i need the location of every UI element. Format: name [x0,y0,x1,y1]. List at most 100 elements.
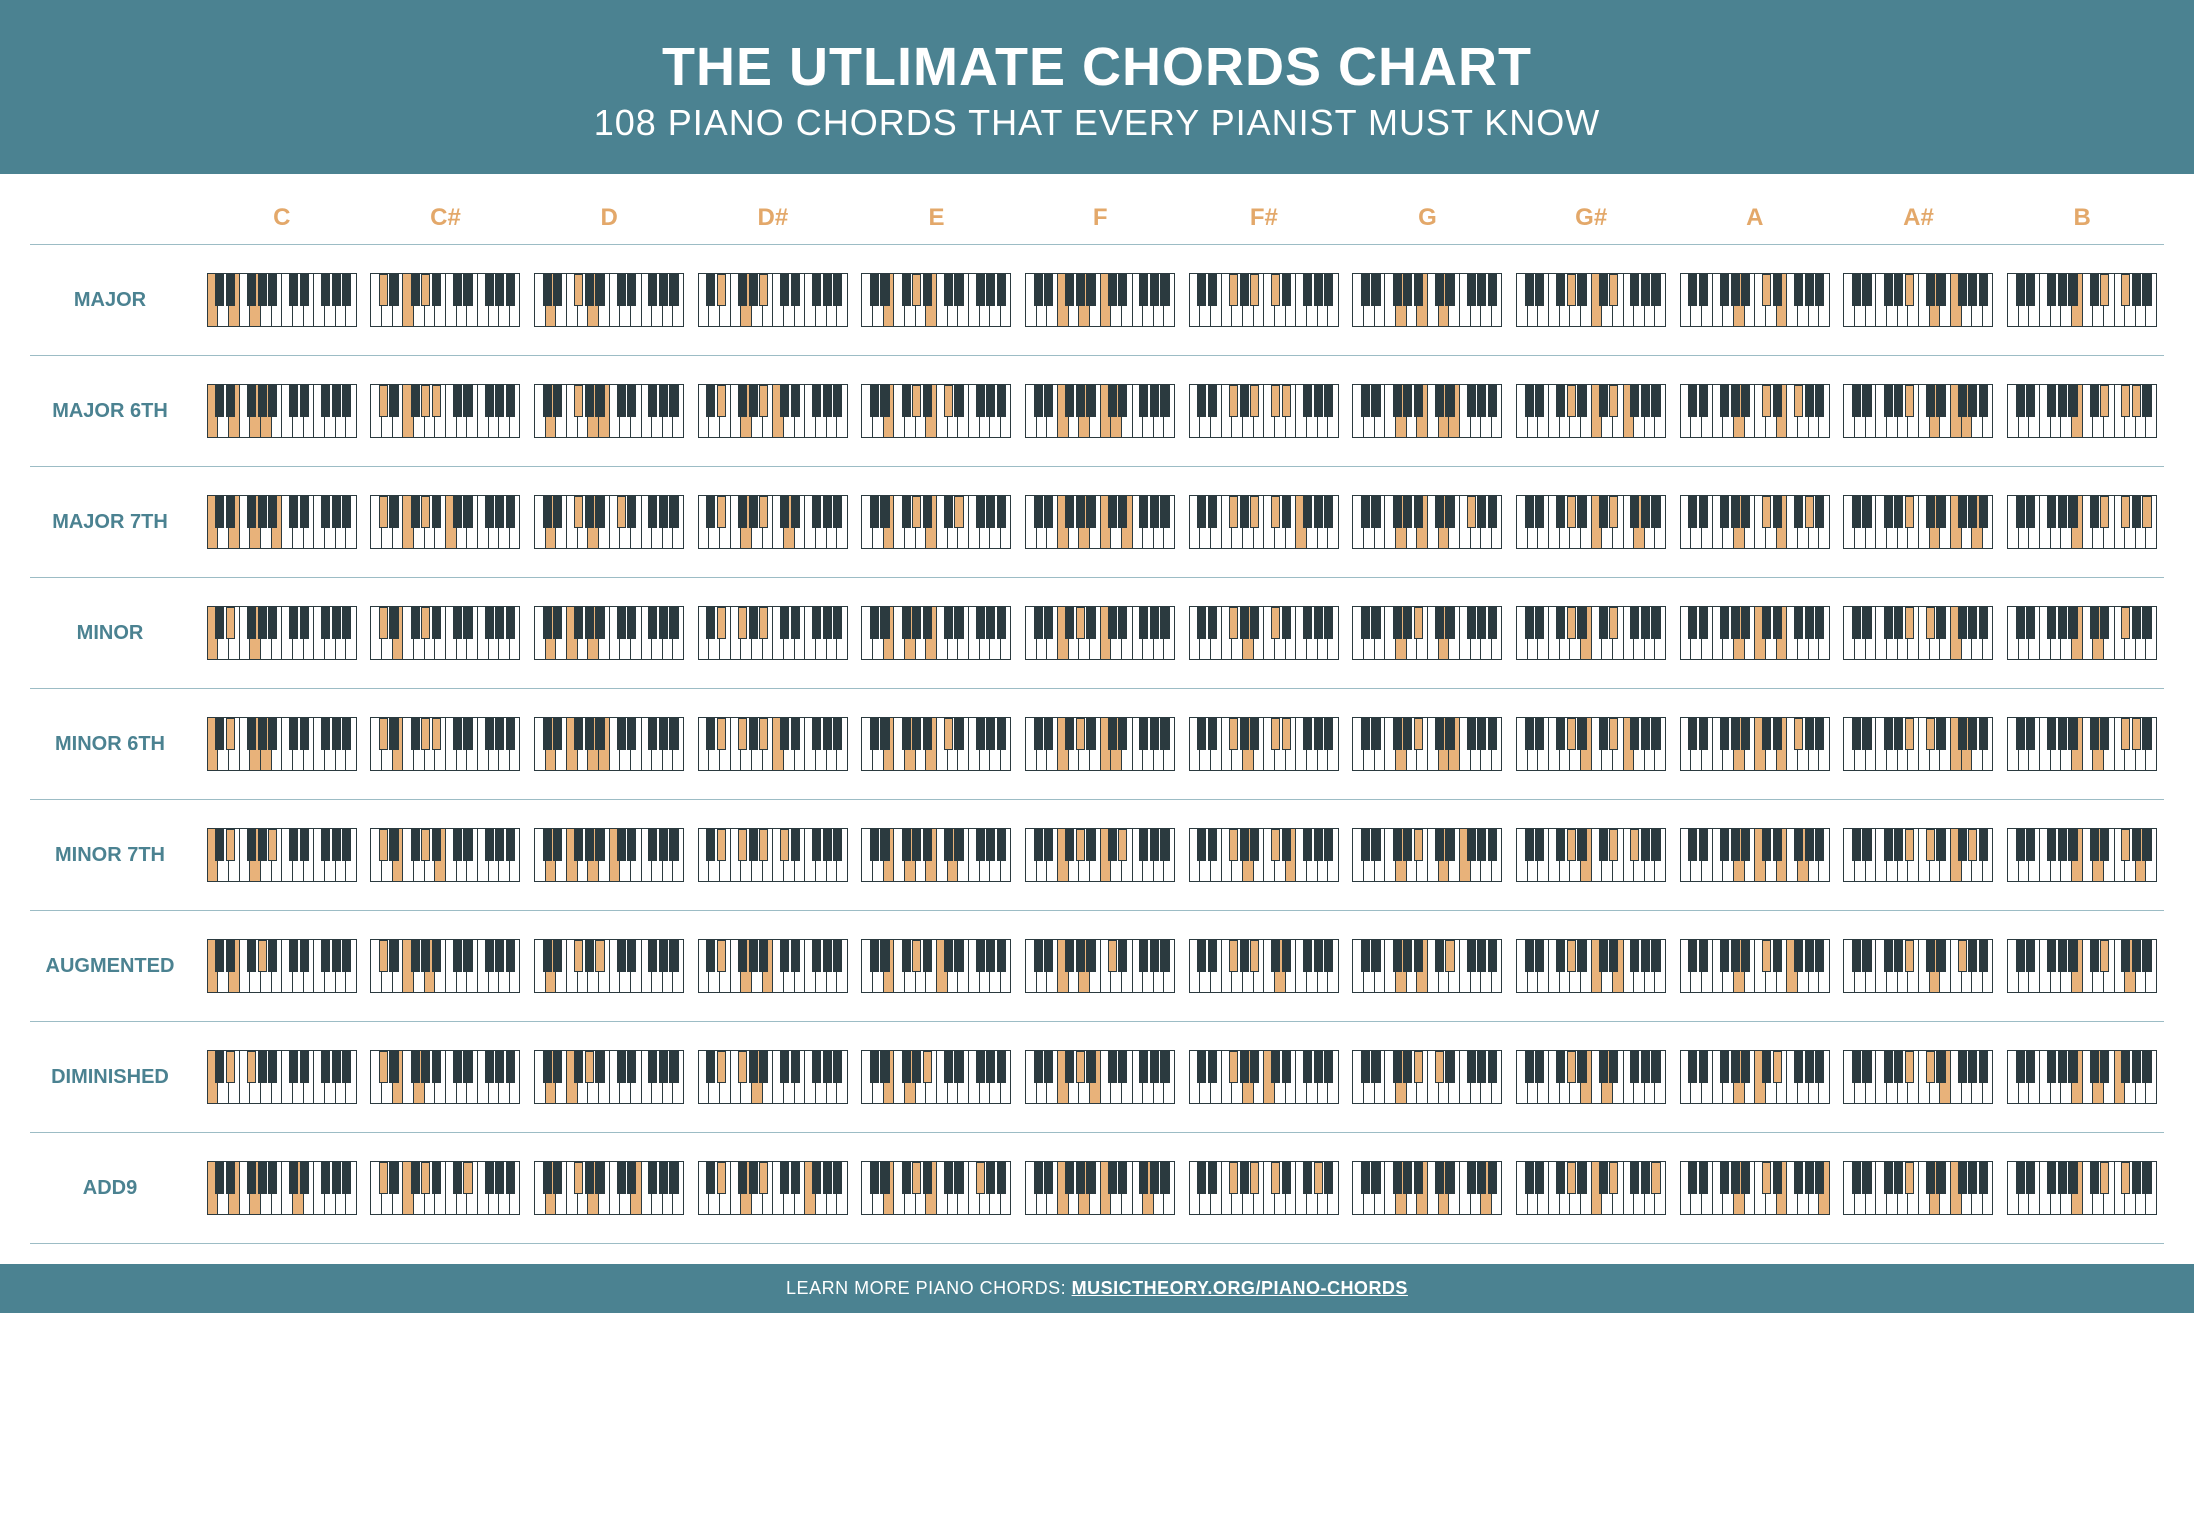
black-key [268,940,277,972]
black-key [411,274,420,306]
black-key [1282,718,1291,750]
black-key [1150,829,1159,861]
black-key [268,385,277,417]
black-key [495,718,504,750]
black-key [1525,1162,1534,1194]
black-key [258,274,267,306]
black-key [738,385,747,417]
black-key [1076,1162,1085,1194]
black-key [1488,274,1497,306]
chord-cell [527,1050,691,1104]
black-key [976,829,985,861]
black-key [1414,1051,1423,1083]
black-key [1160,718,1169,750]
black-key [1467,607,1476,639]
black-key [2016,940,2025,972]
black-key [1968,1051,1977,1083]
black-key [1794,940,1803,972]
column-header: D [527,204,691,232]
black-key [1271,607,1280,639]
piano-keyboard [698,717,848,771]
black-key [1240,274,1249,306]
black-key [1477,1162,1486,1194]
black-key [463,829,472,861]
black-key [1936,385,1945,417]
black-key [1805,940,1814,972]
chord-cell [1182,273,1346,327]
black-key [1118,940,1127,972]
black-key [226,496,235,528]
black-key [1361,385,1370,417]
black-key [944,940,953,972]
black-key [1445,385,1454,417]
piano-keyboard [1843,1050,1993,1104]
chord-cell [364,939,528,993]
black-key [648,940,657,972]
black-key [1535,940,1544,972]
black-key [1371,1162,1380,1194]
black-key [1250,607,1259,639]
black-key [289,1162,298,1194]
chord-cell [855,495,1019,549]
black-key [289,496,298,528]
black-key [1282,607,1291,639]
black-key [1044,607,1053,639]
black-key [585,385,594,417]
black-key [759,940,768,972]
piano-keyboard [1680,606,1830,660]
black-key [1599,385,1608,417]
black-key [2068,607,2077,639]
black-key [1773,385,1782,417]
black-key [1884,940,1893,972]
piano-keyboard [1516,495,1666,549]
black-key [976,940,985,972]
black-key [759,607,768,639]
black-key [1324,1162,1333,1194]
chord-cell [1346,939,1510,993]
black-key [706,1051,715,1083]
black-key [902,385,911,417]
black-key [1926,274,1935,306]
black-key [1968,607,1977,639]
black-key [1403,1162,1412,1194]
black-key [1630,940,1639,972]
black-key [1762,607,1771,639]
black-key [389,607,398,639]
black-key [1535,274,1544,306]
black-key [574,940,583,972]
black-key [495,496,504,528]
black-key [2142,1162,2151,1194]
black-key [944,496,953,528]
chord-row: MAJOR [30,244,2164,355]
black-key [268,496,277,528]
black-key [2068,829,2077,861]
black-key [717,940,726,972]
black-key [1567,607,1576,639]
black-key [1805,718,1814,750]
black-key [1477,274,1486,306]
black-key [421,718,430,750]
piano-keyboard [1352,1161,1502,1215]
piano-keyboard [698,1050,848,1104]
chord-cell [1182,1050,1346,1104]
piano-keyboard [1516,1050,1666,1104]
black-key [923,718,932,750]
black-key [1699,274,1708,306]
black-key [1720,385,1729,417]
black-key [2058,940,2067,972]
black-key [1609,718,1618,750]
black-key [1535,496,1544,528]
black-key [997,496,1006,528]
black-key [1699,1051,1708,1083]
chord-cell [1509,828,1673,882]
black-key [833,274,842,306]
black-key [574,385,583,417]
black-key [1414,1162,1423,1194]
black-key [226,274,235,306]
footer-link[interactable]: MUSICTHEORY.ORG/PIANO-CHORDS [1072,1278,1408,1298]
black-key [870,829,879,861]
black-key [1435,385,1444,417]
black-key [1065,940,1074,972]
black-key [1968,940,1977,972]
black-key [485,274,494,306]
